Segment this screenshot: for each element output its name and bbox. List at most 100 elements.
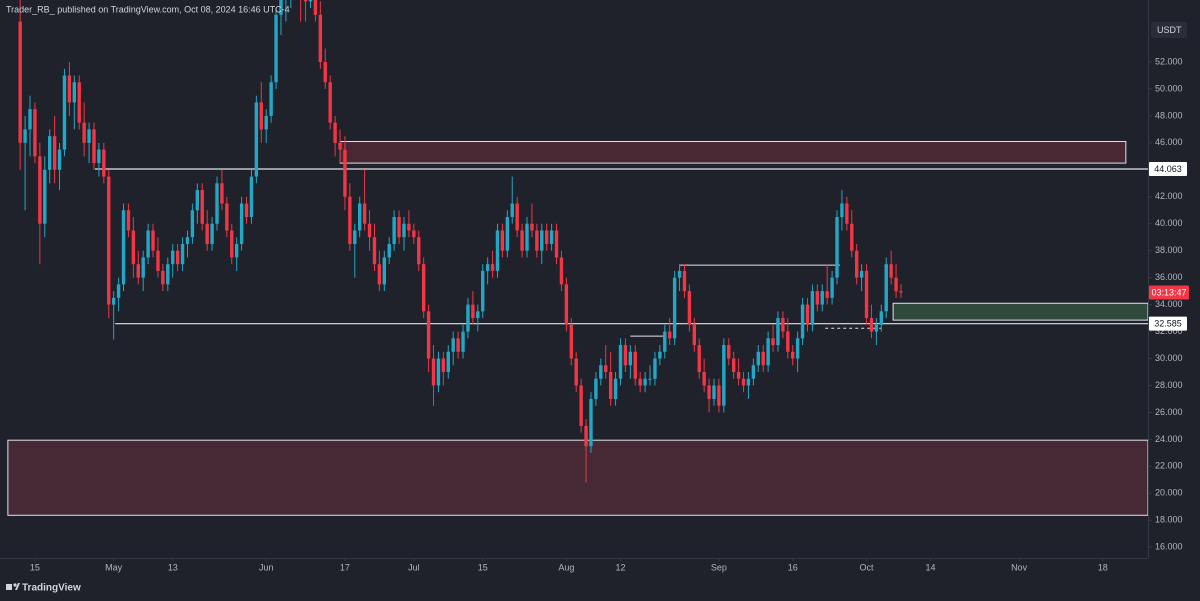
candle-body xyxy=(303,0,308,2)
candle-body xyxy=(362,203,367,224)
candle-body xyxy=(367,223,372,238)
candle-body xyxy=(466,304,470,332)
zone xyxy=(892,302,1148,321)
candle-body xyxy=(180,243,185,265)
candle-body xyxy=(436,358,441,386)
candle-body xyxy=(490,264,495,271)
candle-body xyxy=(702,372,706,386)
candle-body xyxy=(372,237,377,265)
y-tick-label: 36.000 xyxy=(1155,272,1183,282)
candle-body xyxy=(67,75,72,103)
candle-body xyxy=(830,277,834,298)
zone xyxy=(7,439,1148,516)
candle-body xyxy=(810,291,815,325)
y-tick-label: 40.000 xyxy=(1155,218,1183,228)
candle-body xyxy=(308,0,313,2)
candle-body xyxy=(643,378,647,386)
candle-body xyxy=(417,237,421,265)
candle-body xyxy=(638,378,642,386)
candle-body xyxy=(766,338,770,366)
candle-body xyxy=(387,243,391,258)
level-label-box xyxy=(1149,316,1187,331)
level-label: 44.063 xyxy=(1154,164,1182,174)
candle-body xyxy=(116,284,121,298)
candle-body xyxy=(761,351,765,366)
candle-body xyxy=(781,318,785,332)
y-tick-label: 52.000 xyxy=(1155,56,1183,66)
candle-body xyxy=(608,372,613,399)
candle-body xyxy=(559,257,564,285)
candle-body xyxy=(121,210,126,285)
candle-body xyxy=(421,264,426,312)
candle-body xyxy=(97,149,101,164)
candle-body xyxy=(815,291,820,305)
candle-body xyxy=(43,169,47,224)
candle-body xyxy=(535,230,539,251)
brand: TradingView xyxy=(22,583,81,594)
candle-body xyxy=(47,136,52,170)
candle-body xyxy=(254,102,259,177)
x-tick-label: Jul xyxy=(408,562,420,572)
candle-body xyxy=(215,183,219,224)
candle-body xyxy=(476,311,480,319)
candle-body xyxy=(485,264,490,271)
x-tick-label: 14 xyxy=(925,562,935,572)
candle-body xyxy=(431,358,436,386)
candle-body xyxy=(107,176,111,305)
candle-body xyxy=(151,230,155,251)
candle-body xyxy=(161,270,165,285)
currency-box xyxy=(1151,22,1187,38)
candle-body xyxy=(854,250,859,278)
candle-body xyxy=(805,304,810,325)
candle-body xyxy=(628,351,633,366)
candle-body xyxy=(791,351,795,359)
x-tick-label: 12 xyxy=(615,562,625,572)
candle-body xyxy=(599,365,603,379)
candle-body xyxy=(111,297,116,305)
candle-body xyxy=(269,82,273,116)
candle-body xyxy=(712,385,716,399)
candle-body xyxy=(28,109,32,130)
currency: USDT xyxy=(1157,25,1182,35)
candle-body xyxy=(530,223,534,231)
candle-body xyxy=(677,270,682,278)
candle-body xyxy=(52,136,57,170)
x-tick-label: May xyxy=(105,562,123,572)
candle-body xyxy=(57,149,62,170)
level-label-box xyxy=(1149,161,1187,176)
candle-body xyxy=(190,210,195,238)
x-tick-label: 17 xyxy=(340,562,350,572)
candle-body xyxy=(146,230,150,258)
candle-body xyxy=(441,358,446,372)
candle-body xyxy=(825,291,829,298)
candle-body xyxy=(520,230,524,251)
candle-body xyxy=(894,277,898,292)
header: Trader_RB_ published on TradingView.com,… xyxy=(6,4,290,14)
y-tick-label: 46.000 xyxy=(1155,137,1183,147)
candle-body xyxy=(687,291,692,325)
candle-body xyxy=(874,324,879,332)
candle-body xyxy=(899,291,903,293)
candle-body xyxy=(731,358,736,372)
y-tick-label: 20.000 xyxy=(1155,488,1183,498)
x-tick-label: 18 xyxy=(1098,562,1108,572)
candle-body xyxy=(554,230,559,258)
candle-body xyxy=(663,331,667,352)
y-tick-label: 22.000 xyxy=(1155,461,1183,471)
candle-body xyxy=(412,230,416,238)
candle-body xyxy=(751,365,756,379)
zone xyxy=(339,141,1127,164)
candle-body xyxy=(328,82,332,123)
candle-body xyxy=(544,230,549,244)
x-tick-label: Oct xyxy=(860,562,875,572)
candle-body xyxy=(102,149,106,177)
candle-body xyxy=(515,203,519,231)
candle-body xyxy=(840,203,844,217)
candle-body xyxy=(658,351,662,359)
candle-body xyxy=(244,203,249,217)
candle-body xyxy=(195,190,200,211)
candle-body xyxy=(697,345,701,372)
candle-body xyxy=(574,358,578,386)
candle-body xyxy=(451,338,455,352)
